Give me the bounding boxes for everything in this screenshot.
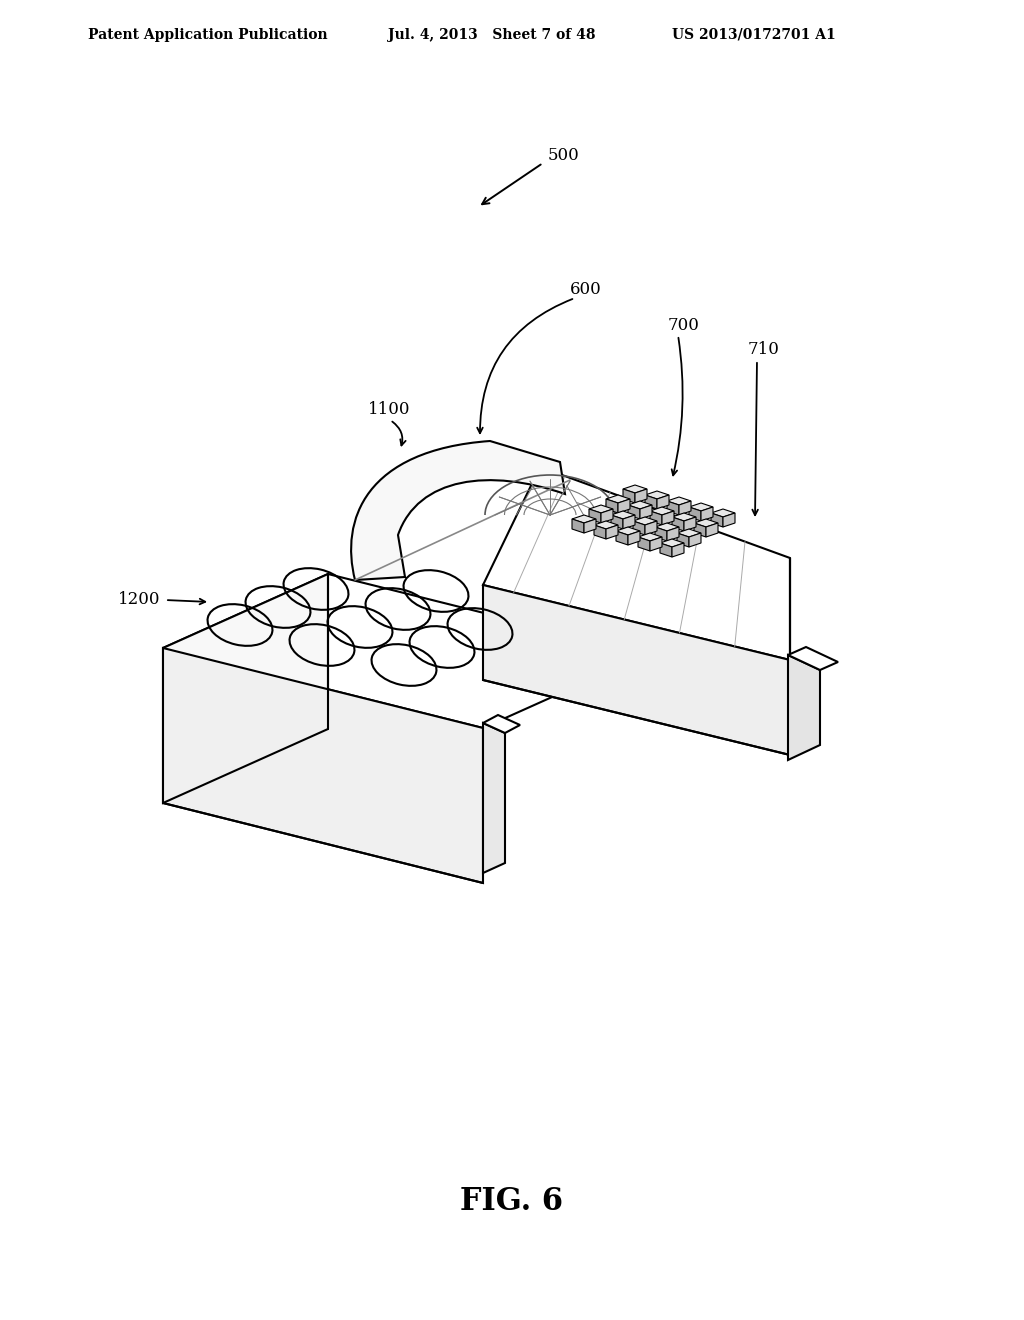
Polygon shape	[483, 467, 790, 660]
Polygon shape	[645, 521, 657, 535]
Polygon shape	[662, 511, 674, 525]
Text: 710: 710	[748, 342, 780, 359]
Polygon shape	[638, 533, 662, 541]
Polygon shape	[723, 513, 735, 527]
Polygon shape	[589, 506, 613, 513]
Polygon shape	[711, 510, 735, 517]
Polygon shape	[694, 523, 706, 537]
Polygon shape	[689, 503, 713, 511]
Polygon shape	[606, 495, 630, 503]
Polygon shape	[633, 517, 657, 525]
Polygon shape	[584, 519, 596, 533]
Polygon shape	[655, 527, 667, 541]
Text: 1200: 1200	[118, 591, 160, 609]
Polygon shape	[689, 507, 701, 521]
Polygon shape	[677, 533, 689, 546]
Polygon shape	[672, 513, 696, 521]
Polygon shape	[650, 537, 662, 550]
Polygon shape	[788, 647, 838, 671]
Polygon shape	[606, 499, 618, 513]
PathPatch shape	[351, 441, 565, 579]
Polygon shape	[628, 506, 640, 519]
Polygon shape	[601, 510, 613, 523]
Polygon shape	[163, 648, 483, 883]
Polygon shape	[611, 511, 635, 519]
Polygon shape	[611, 515, 623, 529]
Polygon shape	[660, 539, 684, 546]
Polygon shape	[701, 507, 713, 521]
Polygon shape	[628, 531, 640, 545]
Polygon shape	[163, 574, 328, 803]
Polygon shape	[706, 523, 718, 537]
Polygon shape	[623, 484, 647, 492]
Polygon shape	[650, 511, 662, 525]
Polygon shape	[483, 723, 505, 873]
Polygon shape	[640, 506, 652, 519]
Polygon shape	[623, 488, 635, 503]
Polygon shape	[635, 488, 647, 503]
Polygon shape	[667, 502, 679, 515]
Polygon shape	[638, 537, 650, 550]
Polygon shape	[660, 543, 672, 557]
Polygon shape	[633, 521, 645, 535]
Polygon shape	[711, 513, 723, 527]
Polygon shape	[606, 525, 618, 539]
Polygon shape	[684, 517, 696, 531]
Polygon shape	[650, 507, 674, 515]
Polygon shape	[572, 515, 596, 523]
Polygon shape	[667, 527, 679, 541]
Polygon shape	[788, 655, 820, 760]
Polygon shape	[689, 533, 701, 546]
Polygon shape	[694, 519, 718, 527]
Polygon shape	[483, 715, 520, 733]
Polygon shape	[572, 519, 584, 533]
Polygon shape	[679, 502, 691, 515]
Polygon shape	[483, 585, 790, 755]
Polygon shape	[594, 521, 618, 529]
Text: FIG. 6: FIG. 6	[461, 1187, 563, 1217]
Polygon shape	[672, 517, 684, 531]
Polygon shape	[589, 510, 601, 523]
Text: 500: 500	[548, 147, 580, 164]
Text: Jul. 4, 2013   Sheet 7 of 48: Jul. 4, 2013 Sheet 7 of 48	[388, 28, 596, 42]
Polygon shape	[616, 527, 640, 535]
Polygon shape	[645, 495, 657, 510]
Polygon shape	[163, 574, 648, 729]
Polygon shape	[616, 531, 628, 545]
Text: 700: 700	[668, 317, 699, 334]
Text: US 2013/0172701 A1: US 2013/0172701 A1	[672, 28, 836, 42]
Text: 1100: 1100	[368, 401, 411, 418]
Polygon shape	[618, 499, 630, 513]
Text: 600: 600	[570, 281, 602, 298]
Polygon shape	[628, 502, 652, 510]
Polygon shape	[623, 515, 635, 529]
Polygon shape	[672, 543, 684, 557]
Polygon shape	[655, 523, 679, 531]
Polygon shape	[657, 495, 669, 510]
Polygon shape	[677, 529, 701, 537]
Polygon shape	[645, 491, 669, 499]
Text: Patent Application Publication: Patent Application Publication	[88, 28, 328, 42]
Polygon shape	[667, 498, 691, 506]
Polygon shape	[594, 525, 606, 539]
